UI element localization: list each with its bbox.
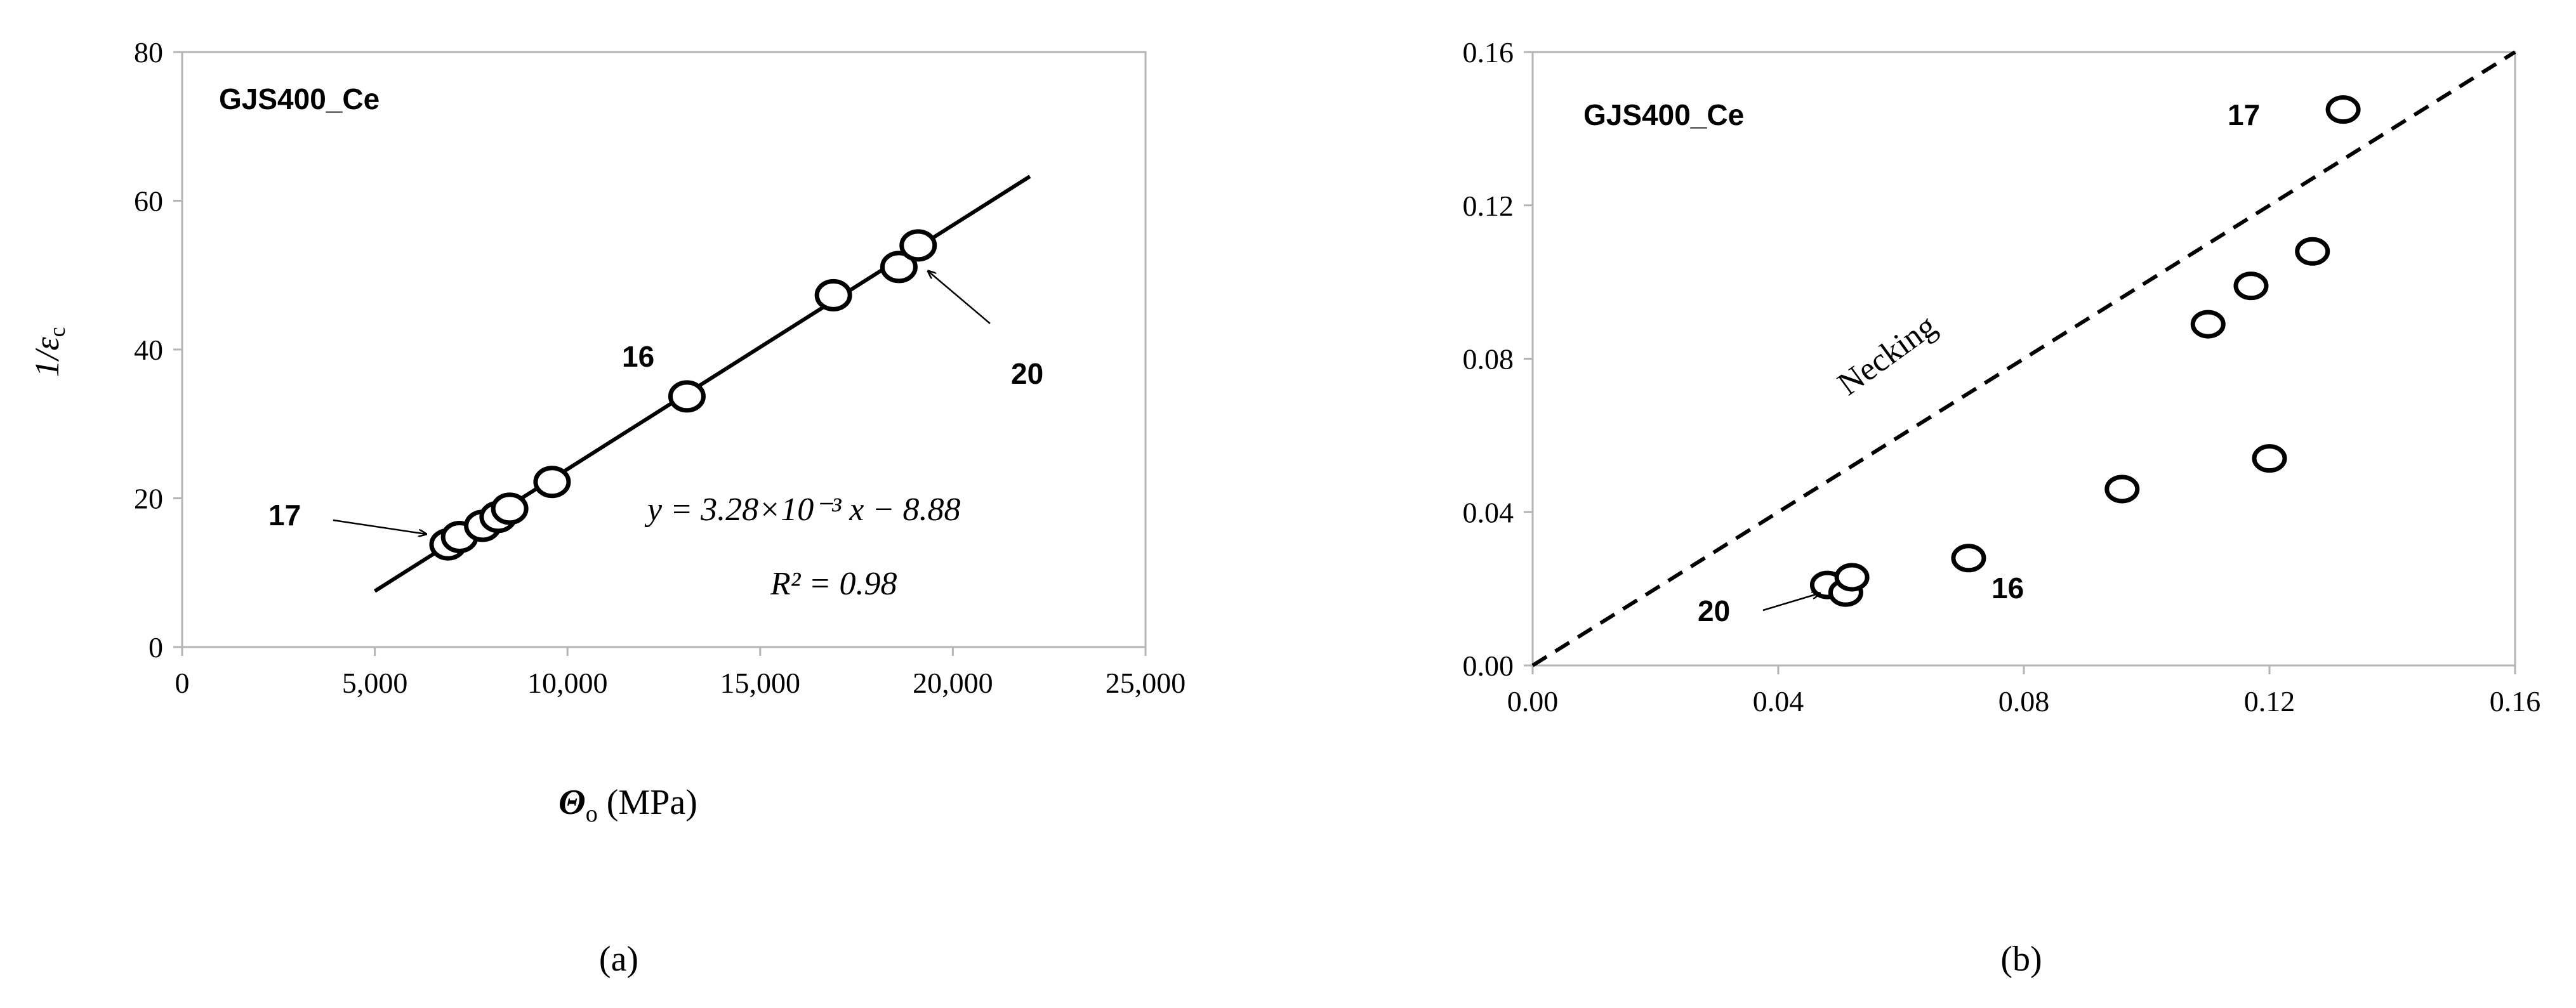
- chart-a-x-tick-label: 5,000: [342, 667, 408, 699]
- chart-b-x-tick-label: 0.12: [2244, 685, 2295, 717]
- chart-b-arrow-20: [1762, 593, 1820, 612]
- chart-a-y-tick-label: 0: [149, 631, 163, 664]
- chart-b-data-point: [2252, 444, 2287, 473]
- chart-a-xlabel-units: (MPa): [607, 783, 697, 822]
- chart-a-y-tick-label: 80: [134, 36, 163, 69]
- chart-b-data-point: [2295, 237, 2330, 266]
- panel-label-a: (a): [599, 939, 638, 979]
- chart-a-x-tick-label: 10,000: [527, 667, 608, 699]
- chart-b-point-label-20: 20: [1698, 594, 1730, 627]
- chart-b-data-point: [2190, 310, 2226, 339]
- chart-a-annotation-title: GJS400_Ce: [219, 82, 380, 115]
- chart-a-xlabel-symbol: Θ: [558, 783, 586, 822]
- chart-a-arrow-20: [928, 271, 991, 324]
- chart-a-data-point: [668, 380, 706, 413]
- chart-b-data-point: [1951, 544, 1986, 573]
- chart-b-x-tick-label: 0.00: [1507, 685, 1559, 717]
- svg-text:1/εc: 1/εc: [28, 327, 70, 377]
- panel-label-b: (b): [2000, 939, 2042, 979]
- chart-a-point-label-16: 16: [622, 340, 654, 373]
- chart-a-y-axis-label: 1/εc: [28, 327, 70, 377]
- chart-a-points: [429, 229, 937, 561]
- chart-b-point-label-17: 17: [2228, 98, 2260, 131]
- chart-a-x-tick-label: 15,000: [720, 667, 801, 699]
- chart-a-x-axis-label: Θo (MPa): [558, 783, 697, 827]
- chart-a-data-point: [814, 278, 852, 311]
- chart-a-arrow-17: [333, 519, 426, 534]
- chart-b-data-point: [1834, 563, 1870, 592]
- chart-b-necking-line: [1531, 50, 2516, 667]
- chart-a-point-label-17: 17: [268, 499, 301, 532]
- chart-a-plot-frame: [181, 51, 1147, 648]
- chart-a-y-tick-label: 20: [134, 483, 163, 515]
- chart-b-y-ticks: 0.00 0.04 0.08 0.12 0.16: [1463, 36, 1533, 682]
- chart-b-data-point: [2104, 475, 2140, 504]
- chart-a-data-point: [880, 251, 918, 284]
- chart-b-points: [1809, 95, 2361, 607]
- chart-a-x-tick-label: 20,000: [913, 667, 993, 699]
- chart-b-x-tick-label: 0.08: [1998, 685, 2050, 717]
- chart-b-y-tick-label: 0.04: [1463, 496, 1514, 528]
- chart-b-necking-line-group: [1531, 50, 2516, 667]
- svg-text:Θo (MPa): Θo (MPa): [558, 783, 697, 827]
- chart-b-x-ticks: 0.00 0.04 0.08 0.12 0.16: [1507, 665, 2541, 717]
- chart-b-annotation-title: GJS400_Ce: [1583, 98, 1744, 131]
- chart-a-y-tick-label: 40: [134, 334, 163, 366]
- chart-b-data-point: [2325, 95, 2361, 124]
- chart-a: 0 5,000 10,000 15,000 20,000 25,000 0 20 40 60 80…: [28, 36, 1186, 979]
- chart-b-y-tick-label: 0.16: [1463, 36, 1514, 69]
- chart-b-data-point: [2233, 272, 2269, 301]
- chart-a-data-point: [899, 229, 937, 262]
- chart-a-point-label-20: 20: [1011, 357, 1043, 390]
- chart-b-point-label-16: 16: [1991, 572, 2024, 605]
- chart-a-x-tick-label: 25,000: [1106, 667, 1186, 699]
- chart-a-ylabel-subscript: c: [44, 327, 70, 337]
- chart-a-fit-equation: y = 3.28×10⁻³ x − 8.88: [644, 492, 960, 528]
- chart-a-data-point: [533, 466, 571, 499]
- chart-b-x-tick-label: 0.04: [1753, 685, 1804, 717]
- chart-b-y-tick-label: 0.00: [1463, 650, 1514, 682]
- chart-a-ylabel: 1/ε: [28, 337, 66, 377]
- chart-a-xlabel-subscript: o: [586, 801, 598, 827]
- chart-a-x-tick-label: 0: [175, 667, 190, 699]
- chart-a-x-ticks: 0 5,000 10,000 15,000 20,000 25,000: [175, 647, 1186, 699]
- chart-b-x-tick-label: 0.16: [2490, 685, 2541, 717]
- chart-a-data-point: [491, 492, 529, 525]
- chart-a-y-tick-label: 60: [134, 185, 163, 218]
- chart-b-y-tick-label: 0.08: [1463, 343, 1514, 376]
- chart-b-y-tick-label: 0.12: [1463, 190, 1514, 222]
- chart-b-necking-label: Necking: [1832, 308, 1943, 403]
- chart-b: 0.00 0.04 0.08 0.12 0.16 0.00 0.04 0.08 0.12 0.1…: [1463, 36, 2541, 979]
- chart-a-y-ticks: 0 20 40 60 80: [134, 36, 182, 664]
- chart-a-fit-r2: R² = 0.98: [770, 566, 897, 602]
